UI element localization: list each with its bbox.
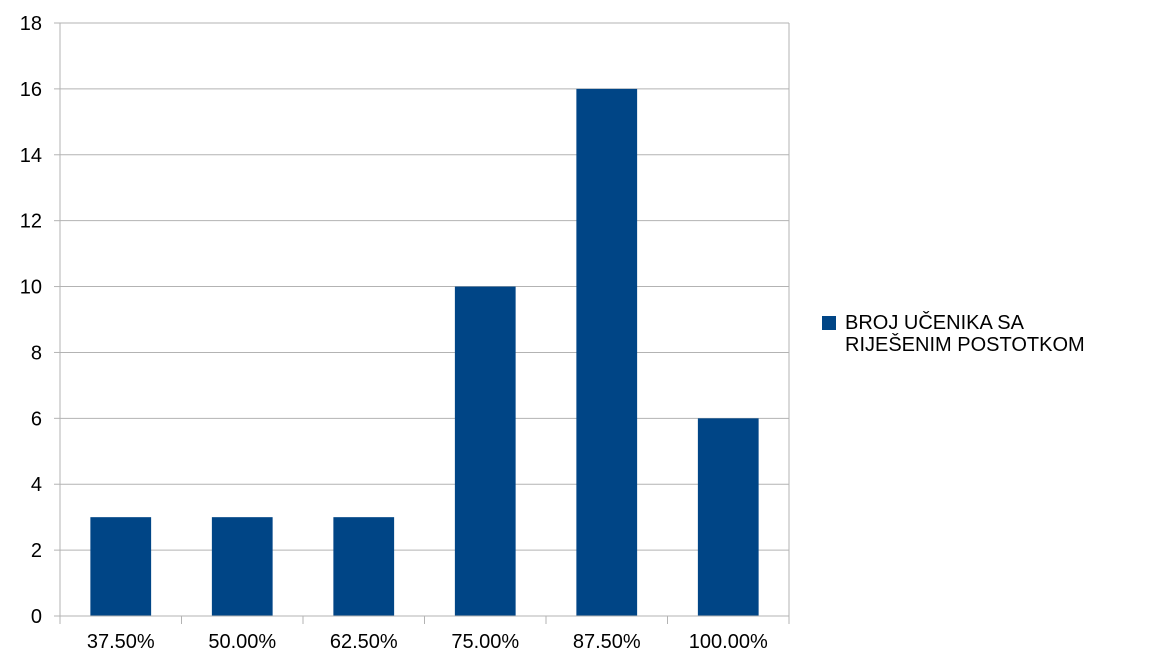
y-tick-label: 12 — [20, 211, 42, 233]
bar — [211, 517, 273, 616]
x-tick-label: 100.00% — [689, 631, 768, 653]
bar — [697, 418, 759, 616]
y-tick-label: 0 — [31, 606, 42, 628]
y-tick-label: 2 — [31, 540, 42, 562]
y-tick-label: 16 — [20, 79, 42, 101]
x-tick-label: 62.50% — [330, 631, 398, 653]
y-tick-label: 4 — [31, 474, 42, 496]
bars — [90, 88, 759, 616]
x-tick-label: 87.50% — [573, 631, 641, 653]
legend: BROJ UČENIKA SA RIJEŠENIM POSTOTKOM — [822, 312, 1172, 356]
bar — [333, 517, 395, 616]
x-tick-label: 75.00% — [451, 631, 519, 653]
grid-lines — [60, 22, 790, 617]
bar — [576, 88, 638, 616]
bar — [454, 286, 516, 616]
y-tick-label: 14 — [20, 145, 42, 167]
legend-label: BROJ UČENIKA SA RIJEŠENIM POSTOTKOM — [845, 312, 1085, 356]
y-tick-label: 10 — [20, 277, 42, 299]
axes — [54, 22, 790, 624]
x-tick-labels: 37.50% 50.00% 62.50% 75.00% 87.50% 100.00% — [87, 631, 768, 653]
legend-swatch — [822, 316, 836, 330]
y-tick-label: 6 — [31, 408, 42, 430]
y-tick-label: 18 — [20, 13, 42, 35]
x-tick-label: 50.00% — [208, 631, 276, 653]
y-tick-labels: 0 2 4 6 8 10 12 14 16 18 — [20, 13, 42, 628]
x-tick-label: 37.50% — [87, 631, 155, 653]
y-tick-label: 8 — [31, 342, 42, 364]
bar — [90, 517, 152, 616]
